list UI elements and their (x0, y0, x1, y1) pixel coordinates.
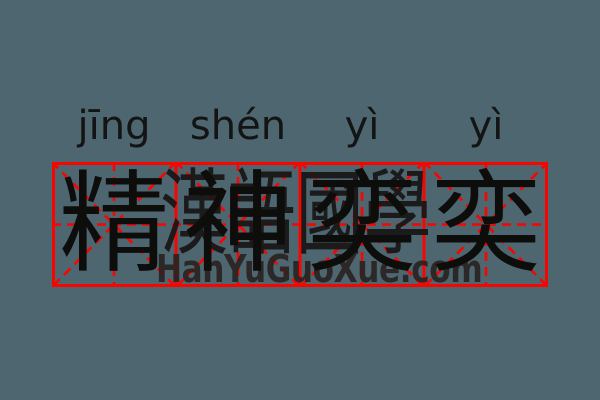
pinyin-syllable-4: yì (468, 103, 504, 149)
grid-lines (52, 162, 548, 287)
watermark-hanzi: 漢語國學 (160, 160, 432, 268)
pinyin-row: jīng shén yì yì (52, 100, 548, 152)
idiom-character-3: 奕 (307, 160, 417, 288)
pinyin-syllable-2: shén (189, 103, 287, 149)
pinyin-syllable-1: jīng (77, 103, 151, 149)
idiom-character-2: 神 (183, 160, 293, 288)
idiom-character-4: 奕 (431, 160, 541, 288)
tianzige-grid: 漢語國學 HanYuGuoXue.com 精 神 奕 奕 (52, 160, 548, 291)
pinyin-syllable-3: yì (344, 103, 380, 149)
idiom-character-row: 精 神 奕 奕 (52, 162, 548, 287)
idiom-character-1: 精 (59, 160, 169, 288)
watermark-site-text: HanYuGuoXue.com (156, 247, 483, 291)
